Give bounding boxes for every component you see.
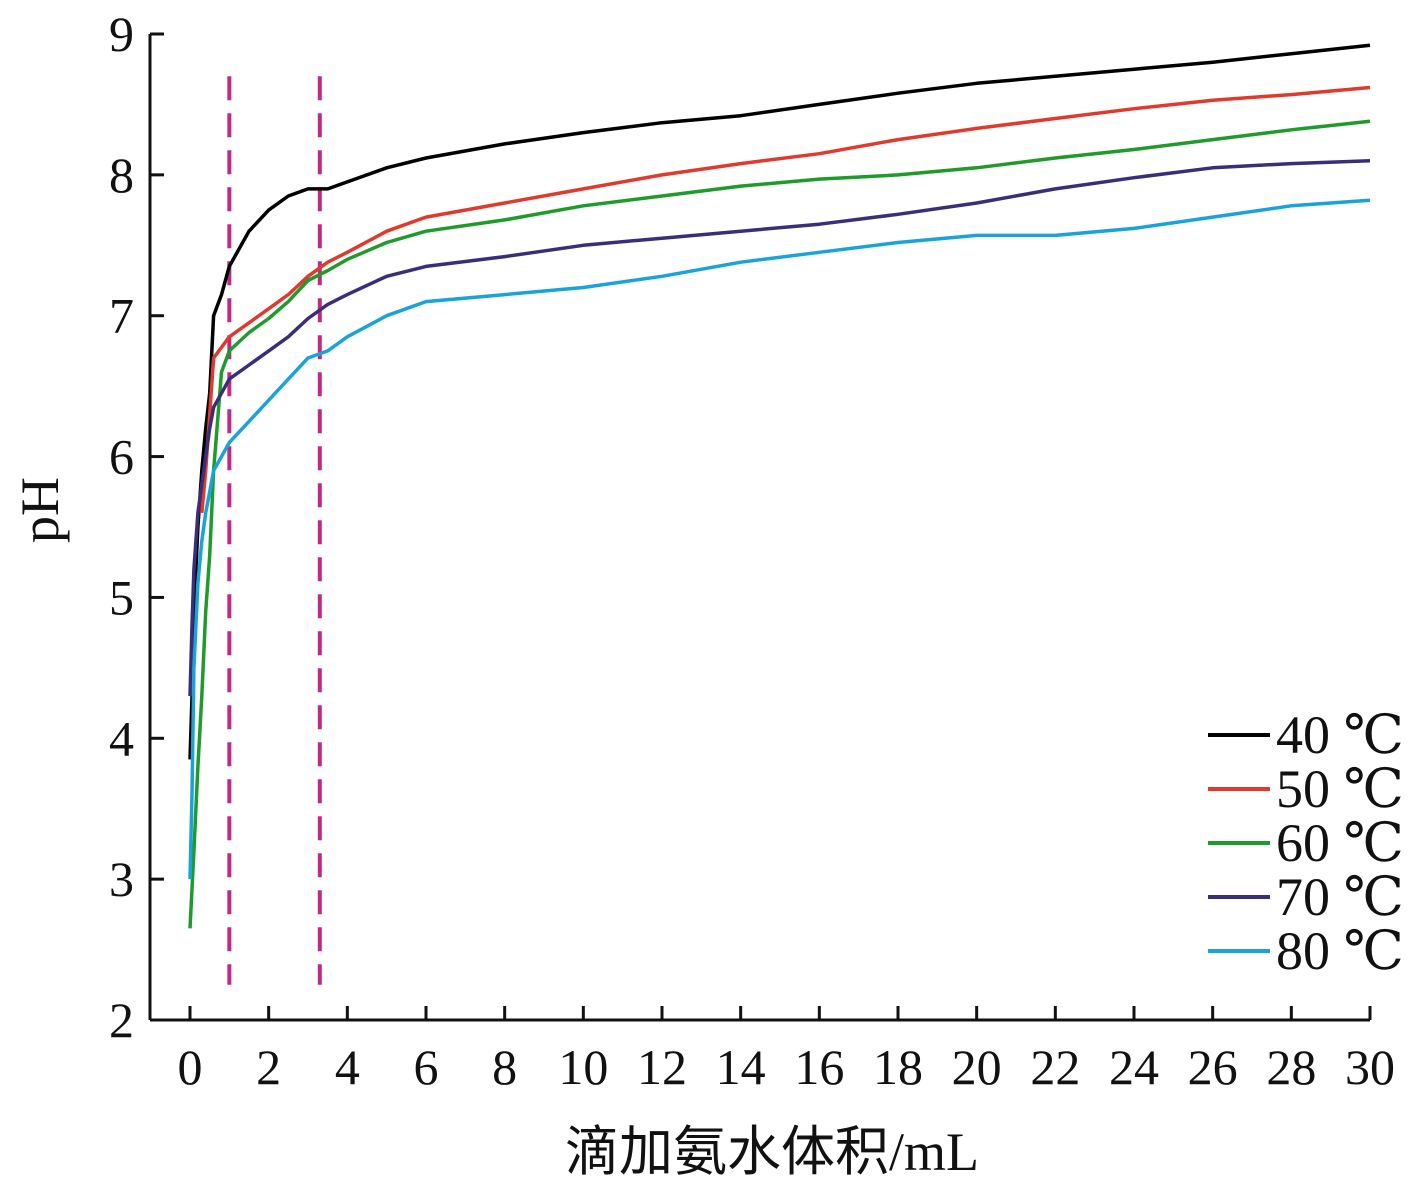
y-tick-label: 5	[109, 569, 134, 625]
series-line	[188, 119, 1371, 929]
x-axis-title: 滴加氨水体积/mL	[565, 1122, 979, 1181]
y-tick-label: 9	[109, 6, 134, 62]
x-tick-label: 16	[794, 1039, 844, 1095]
y-tick-label: 6	[109, 429, 134, 485]
x-tick-label: 0	[178, 1039, 203, 1095]
series-line	[188, 198, 1371, 880]
x-tick-label: 2	[256, 1039, 281, 1095]
x-tick-label: 30	[1345, 1039, 1395, 1095]
x-tick-label: 18	[873, 1039, 923, 1095]
x-tick-label: 24	[1109, 1039, 1159, 1095]
x-tick-label: 8	[492, 1039, 517, 1095]
x-tick-label: 22	[1030, 1039, 1080, 1095]
legend-label: 40 ℃	[1276, 705, 1404, 765]
y-tick-label: 4	[109, 710, 134, 766]
x-tick-label: 12	[637, 1039, 687, 1095]
x-tick-label: 6	[414, 1039, 439, 1095]
x-tick-label: 20	[952, 1039, 1002, 1095]
legend-label: 60 ℃	[1276, 813, 1404, 873]
y-tick-label: 8	[109, 147, 134, 203]
y-tick-label: 2	[109, 992, 134, 1048]
legend-label: 70 ℃	[1276, 867, 1404, 927]
y-tick-label: 7	[109, 288, 134, 344]
y-axis-title: pH	[10, 477, 70, 543]
series-line	[188, 159, 1371, 697]
x-tick-label: 28	[1266, 1039, 1316, 1095]
series-line	[200, 85, 1371, 514]
series-lines	[188, 43, 1371, 929]
legend-label: 80 ℃	[1276, 921, 1404, 981]
x-tick-label: 26	[1188, 1039, 1238, 1095]
legend-label: 50 ℃	[1276, 759, 1404, 819]
x-tick-label: 10	[558, 1039, 608, 1095]
x-tick-label: 4	[335, 1039, 360, 1095]
reference-lines	[227, 76, 322, 985]
y-tick-label: 3	[109, 851, 134, 907]
series-line	[188, 43, 1371, 760]
legend: 40 ℃50 ℃60 ℃70 ℃80 ℃	[1208, 705, 1404, 981]
x-tick-label: 14	[716, 1039, 766, 1095]
